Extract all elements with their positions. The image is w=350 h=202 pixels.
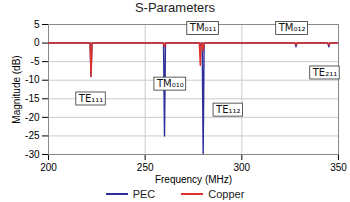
svg-text:250: 250 (137, 162, 154, 173)
svg-text:TM₀₁₁: TM₀₁₁ (189, 22, 217, 33)
svg-text:TE₁₁₂: TE₁₁₂ (215, 104, 240, 115)
svg-text:300: 300 (233, 162, 250, 173)
svg-text:Magnitude (dB): Magnitude (dB) (11, 55, 22, 123)
svg-text:5: 5 (34, 19, 40, 30)
svg-text:-25: -25 (25, 130, 40, 141)
svg-text:-15: -15 (25, 93, 40, 104)
svg-text:200: 200 (40, 162, 57, 173)
svg-text:-30: -30 (25, 149, 40, 160)
html-text:Copper: Copper (208, 188, 245, 200)
html-text:PEC: PEC (132, 188, 156, 200)
svg-text:TE₂₁₁: TE₂₁₁ (312, 67, 337, 78)
svg-text:0: 0 (34, 37, 40, 48)
svg-text:TE₁₁₁: TE₁₁₁ (78, 93, 103, 104)
svg-text:TM₀₁₂: TM₀₁₂ (278, 22, 306, 33)
svg-text:TM₀₁₀: TM₀₁₀ (156, 78, 184, 89)
svg-text:-20: -20 (25, 112, 40, 123)
svg-text:350: 350 (330, 162, 347, 173)
svg-text:-10: -10 (25, 74, 40, 85)
svg-text:-5: -5 (31, 56, 40, 67)
html-text:S-Parameters: S-Parameters (134, 0, 216, 15)
svg-text:Frequency (MHz): Frequency (MHz) (155, 174, 232, 185)
